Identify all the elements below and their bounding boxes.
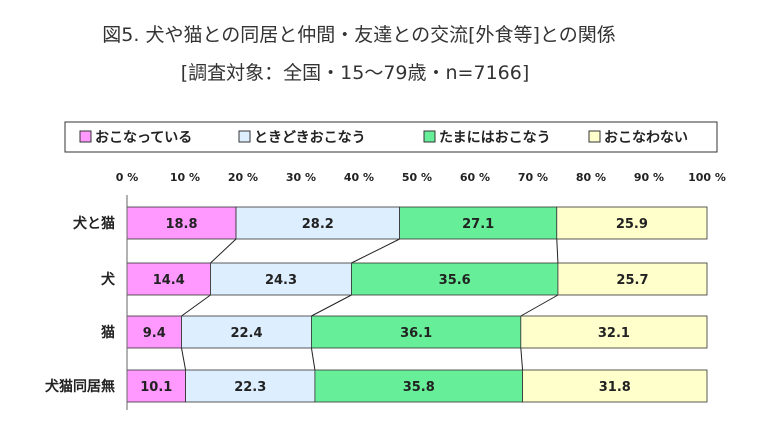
- data-label: 28.2: [302, 217, 334, 232]
- legend-box: [64, 121, 718, 153]
- data-label: 18.8: [165, 217, 197, 232]
- legend-label: おこなわない: [604, 130, 688, 146]
- legend-label: おこなっている: [95, 130, 192, 146]
- series-line: [311, 294, 352, 317]
- data-label: 27.1: [462, 217, 494, 232]
- bar-segment: [210, 262, 352, 296]
- data-label: 22.3: [234, 380, 266, 395]
- category-label: 犬と猫: [73, 215, 115, 232]
- x-tick-label: 40 %: [344, 171, 374, 184]
- legend-swatch: [79, 130, 92, 143]
- series-line: [351, 238, 400, 264]
- bar-segment: [399, 206, 558, 240]
- series-line: [181, 347, 187, 371]
- bar-segment: [181, 315, 312, 349]
- data-label: 24.3: [265, 273, 297, 288]
- x-tick-label: 70 %: [518, 171, 548, 184]
- data-label: 9.4: [143, 326, 166, 341]
- legend-swatch: [423, 130, 436, 143]
- bar-segment: [185, 369, 316, 403]
- bar-segment: [126, 369, 186, 403]
- x-tick-label: 30 %: [286, 171, 316, 184]
- legend-label: たまにはおこなう: [439, 130, 551, 146]
- x-tick-label: 0 %: [116, 171, 139, 184]
- bar-segment: [314, 369, 523, 403]
- x-tick-label: 60 %: [460, 171, 490, 184]
- bar-segment: [126, 262, 211, 296]
- series-line: [310, 347, 316, 371]
- legend-label: ときどきおこなう: [254, 130, 366, 146]
- data-label: 14.4: [153, 273, 185, 288]
- data-label: 25.9: [616, 217, 648, 232]
- legend-swatch: [238, 130, 251, 143]
- data-label: 36.1: [400, 326, 432, 341]
- chart-subtitle: [調査対象：全国・15～79歳・n=7166]: [180, 62, 530, 84]
- legend-swatch: [588, 130, 601, 143]
- category-label: 犬: [101, 271, 116, 288]
- data-label: 35.6: [439, 273, 471, 288]
- chart-title: 図5. 犬や猫との同居と仲間・友達との交流[外食等]との関係: [102, 24, 616, 46]
- bars: 18.8 28.2 27.1 25.9 14.4 24.3 35.6 25.7 9.4 22.4 3…: [126, 206, 708, 403]
- x-tick-label: 20 %: [228, 171, 258, 184]
- category-label: 犬猫同居無: [45, 378, 115, 395]
- legend: おこなっている ときどきおこなう たまにはおこなう おこなわない: [79, 130, 688, 146]
- x-tick-label: 100 %: [688, 171, 726, 184]
- data-label: 25.7: [616, 273, 648, 288]
- x-axis-ticks: 0 % 10 % 20 % 30 % 40 % 50 % 60 % 70 % 80 % 90 % 1…: [116, 171, 726, 184]
- series-line: [520, 294, 559, 317]
- x-tick-label: 90 %: [634, 171, 664, 184]
- bar-segment: [126, 315, 182, 349]
- data-label: 31.8: [599, 380, 631, 395]
- x-tick-label: 80 %: [576, 171, 606, 184]
- series-line: [181, 294, 211, 317]
- bar-segment: [520, 315, 708, 349]
- bar-segment: [311, 315, 522, 349]
- bar-segment: [522, 369, 708, 403]
- x-tick-label: 10 %: [170, 171, 200, 184]
- bar-segment: [557, 262, 708, 296]
- series-line: [520, 347, 524, 371]
- category-label: 猫: [101, 324, 115, 341]
- data-label: 35.8: [403, 380, 435, 395]
- x-tick-label: 50 %: [402, 171, 432, 184]
- series-lines: [181, 238, 559, 371]
- series-line: [556, 238, 559, 264]
- bar-segment: [556, 206, 708, 240]
- series-line: [210, 238, 237, 264]
- data-label: 32.1: [598, 326, 630, 341]
- data-label: 10.1: [140, 380, 172, 395]
- data-label: 22.4: [230, 326, 262, 341]
